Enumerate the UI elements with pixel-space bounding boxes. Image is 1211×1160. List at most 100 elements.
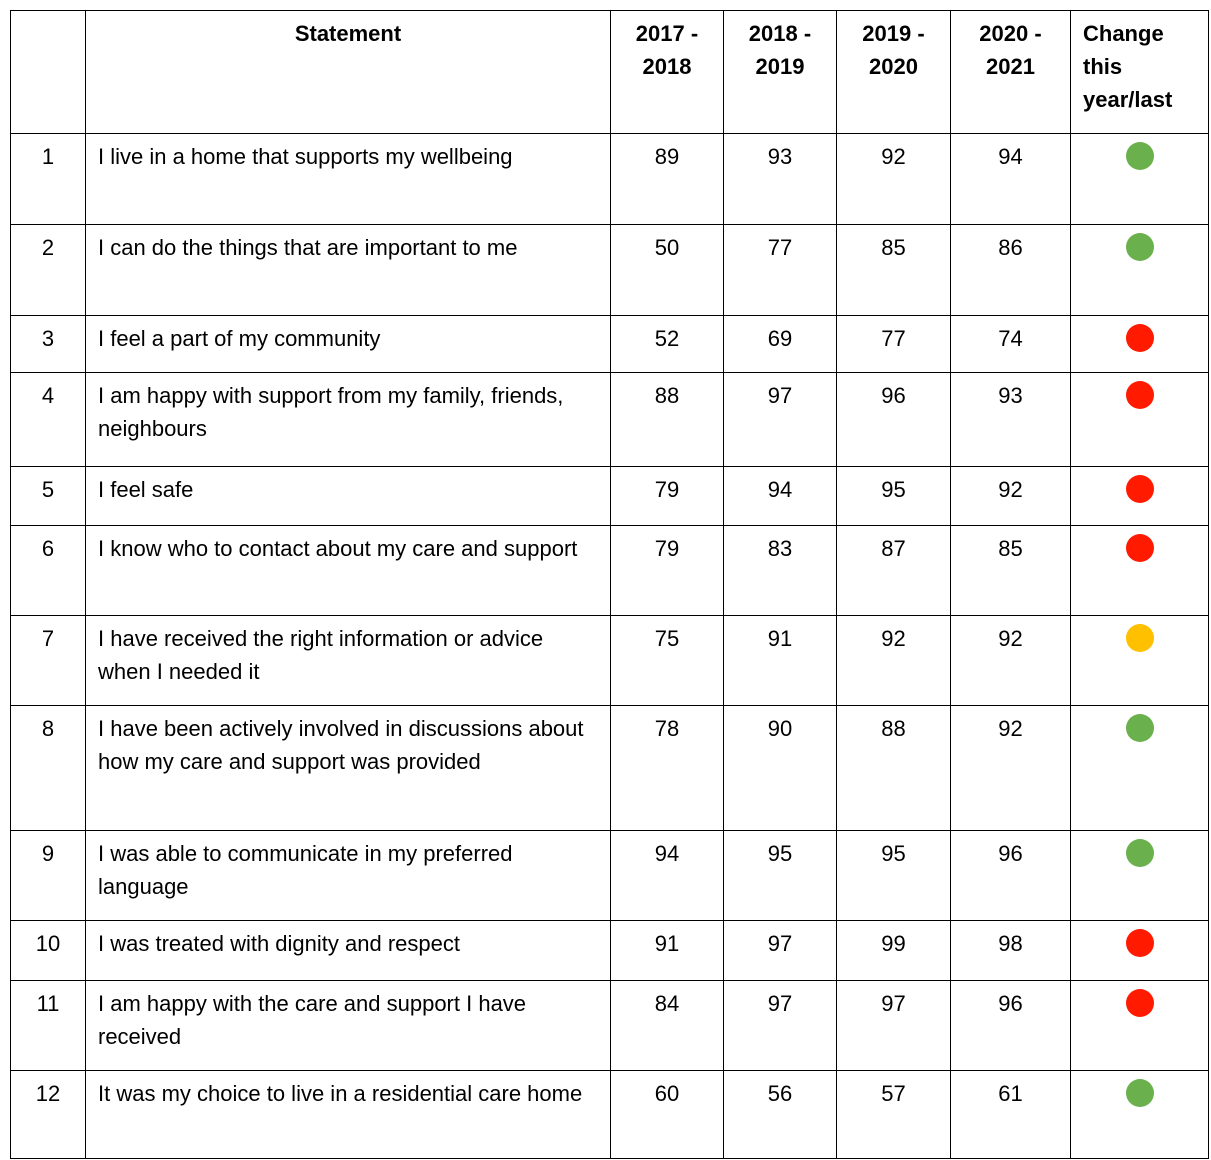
value-cell: 95 <box>723 830 837 921</box>
value-cell: 77 <box>723 224 837 316</box>
value-cell: 86 <box>950 224 1071 316</box>
change-indicator <box>1125 324 1154 352</box>
change-indicator <box>1125 534 1154 562</box>
header-cell: Statement <box>85 10 611 134</box>
statement-cell: I have received the right information or… <box>85 615 611 706</box>
value-cell: 85 <box>950 525 1071 616</box>
value-cell: 56 <box>723 1070 837 1159</box>
value-cell: 61 <box>950 1070 1071 1159</box>
change-cell <box>1070 1070 1209 1159</box>
value-cell: 79 <box>610 466 724 526</box>
change-indicator <box>1125 624 1154 652</box>
table-row: 11 I am happy with the care and support I… <box>10 980 1209 1071</box>
change-indicator <box>1125 475 1154 503</box>
value-cell: 10 <box>10 920 86 981</box>
value-cell: 87 <box>836 525 951 616</box>
value-cell: 78 <box>610 705 724 831</box>
value-cell: 74 <box>950 315 1071 373</box>
value-cell: 92 <box>836 133 951 225</box>
statement-cell: I feel a part of my community <box>85 315 611 373</box>
statement-cell: I live in a home that supports my wellbe… <box>85 133 611 225</box>
table-row: 10 I was treated with dignity and respect… <box>10 920 1209 981</box>
results-table: Statement 2017 - 2018 2018 - 2019 2019 - 20… <box>10 10 1209 1159</box>
value-cell: 98 <box>950 920 1071 981</box>
change-cell <box>1070 980 1209 1071</box>
value-cell: 96 <box>950 830 1071 921</box>
value-cell: 88 <box>610 372 724 467</box>
value-cell: 8 <box>10 705 86 831</box>
change-cell <box>1070 133 1209 225</box>
value-cell: 92 <box>950 466 1071 526</box>
value-cell: 83 <box>723 525 837 616</box>
value-cell: 75 <box>610 615 724 706</box>
change-indicator <box>1125 989 1154 1017</box>
change-indicator <box>1125 1079 1154 1107</box>
value-cell: 5 <box>10 466 86 526</box>
statement-cell: I know who to contact about my care and … <box>85 525 611 616</box>
value-cell: 4 <box>10 372 86 467</box>
statement-cell: I can do the things that are important t… <box>85 224 611 316</box>
header-row: Statement 2017 - 2018 2018 - 2019 2019 - 20… <box>10 10 1209 134</box>
change-indicator <box>1125 142 1154 170</box>
value-cell: 97 <box>836 980 951 1071</box>
statement-cell: I am happy with the care and support I h… <box>85 980 611 1071</box>
change-cell <box>1070 525 1209 616</box>
value-cell: 97 <box>723 372 837 467</box>
value-cell: 89 <box>610 133 724 225</box>
value-cell: 69 <box>723 315 837 373</box>
statement-cell: I am happy with support from my family, … <box>85 372 611 467</box>
value-cell: 94 <box>610 830 724 921</box>
value-cell: 50 <box>610 224 724 316</box>
header-cell: 2020 - 2021 <box>950 10 1071 134</box>
value-cell: 97 <box>723 920 837 981</box>
value-cell: 84 <box>610 980 724 1071</box>
change-cell <box>1070 920 1209 981</box>
value-cell: 93 <box>723 133 837 225</box>
value-cell: 91 <box>723 615 837 706</box>
change-cell <box>1070 224 1209 316</box>
value-cell: 94 <box>950 133 1071 225</box>
value-cell: 57 <box>836 1070 951 1159</box>
value-cell: 85 <box>836 224 951 316</box>
header-cell: 2017 - 2018 <box>610 10 724 134</box>
table-row: 12 It was my choice to live in a resident… <box>10 1070 1209 1159</box>
statement-cell: I have been actively involved in discuss… <box>85 705 611 831</box>
change-cell <box>1070 615 1209 706</box>
header-cell <box>10 10 86 134</box>
statement-cell: I was treated with dignity and respect <box>85 920 611 981</box>
value-cell: 7 <box>10 615 86 706</box>
value-cell: 9 <box>10 830 86 921</box>
value-cell: 52 <box>610 315 724 373</box>
change-indicator <box>1125 233 1154 261</box>
value-cell: 88 <box>836 705 951 831</box>
change-indicator <box>1125 714 1154 742</box>
value-cell: 60 <box>610 1070 724 1159</box>
value-cell: 92 <box>836 615 951 706</box>
value-cell: 97 <box>723 980 837 1071</box>
value-cell: 94 <box>723 466 837 526</box>
statement-cell: I feel safe <box>85 466 611 526</box>
change-cell <box>1070 466 1209 526</box>
statement-cell: I was able to communicate in my preferre… <box>85 830 611 921</box>
header-cell: 2018 - 2019 <box>723 10 837 134</box>
value-cell: 2 <box>10 224 86 316</box>
value-cell: 1 <box>10 133 86 225</box>
value-cell: 11 <box>10 980 86 1071</box>
header-cell: 2019 - 2020 <box>836 10 951 134</box>
value-cell: 91 <box>610 920 724 981</box>
value-cell: 3 <box>10 315 86 373</box>
value-cell: 96 <box>836 372 951 467</box>
change-indicator <box>1125 929 1154 957</box>
value-cell: 96 <box>950 980 1071 1071</box>
value-cell: 92 <box>950 705 1071 831</box>
value-cell: 95 <box>836 466 951 526</box>
value-cell: 90 <box>723 705 837 831</box>
